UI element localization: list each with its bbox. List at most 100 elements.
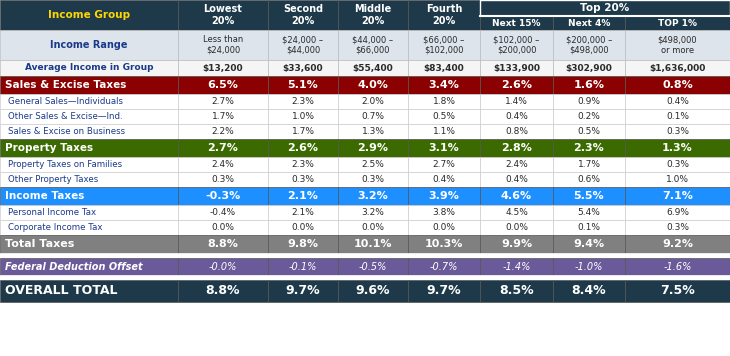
- Text: 2.9%: 2.9%: [358, 143, 388, 153]
- Text: 2.7%: 2.7%: [207, 143, 239, 153]
- Text: 5.1%: 5.1%: [288, 80, 318, 90]
- Text: $133,900: $133,900: [493, 63, 540, 73]
- Bar: [553, 139, 625, 157]
- Bar: [553, 124, 625, 139]
- Bar: [178, 139, 268, 157]
- Bar: [480, 124, 553, 139]
- Text: 0.4%: 0.4%: [505, 175, 528, 184]
- Text: 0.4%: 0.4%: [433, 175, 456, 184]
- Bar: [553, 60, 625, 76]
- Text: OVERALL TOTAL: OVERALL TOTAL: [5, 284, 118, 298]
- Bar: [268, 187, 338, 205]
- Text: Total Taxes: Total Taxes: [5, 239, 74, 249]
- Bar: [408, 124, 480, 139]
- Bar: [480, 187, 553, 205]
- Text: 9.7%: 9.7%: [285, 284, 320, 298]
- Bar: [268, 109, 338, 124]
- Bar: [338, 187, 408, 205]
- Text: 0.3%: 0.3%: [666, 127, 689, 136]
- Text: 0.1%: 0.1%: [577, 223, 601, 232]
- Bar: [408, 258, 480, 275]
- Bar: [0, 76, 178, 94]
- Text: 0.3%: 0.3%: [291, 175, 315, 184]
- Text: 0.9%: 0.9%: [577, 97, 601, 106]
- Bar: [408, 94, 480, 109]
- Text: Income Group: Income Group: [48, 10, 130, 20]
- Bar: [625, 220, 730, 235]
- Bar: [178, 109, 268, 124]
- Text: 1.8%: 1.8%: [432, 97, 456, 106]
- Bar: [625, 157, 730, 172]
- Bar: [338, 280, 408, 302]
- Text: 2.3%: 2.3%: [574, 143, 604, 153]
- Bar: [408, 220, 480, 235]
- Bar: [338, 220, 408, 235]
- Text: 1.7%: 1.7%: [212, 112, 234, 121]
- Text: $33,600: $33,600: [283, 63, 323, 73]
- Bar: [553, 220, 625, 235]
- Text: 0.0%: 0.0%: [361, 223, 385, 232]
- Bar: [0, 0, 178, 30]
- Bar: [625, 30, 730, 60]
- Text: 9.8%: 9.8%: [288, 239, 318, 249]
- Text: 0.7%: 0.7%: [361, 112, 385, 121]
- Bar: [408, 187, 480, 205]
- Text: Second
20%: Second 20%: [283, 4, 323, 26]
- Text: 5.5%: 5.5%: [574, 191, 604, 201]
- Bar: [268, 60, 338, 76]
- Text: 3.1%: 3.1%: [429, 143, 459, 153]
- Bar: [268, 0, 338, 30]
- Text: 10.3%: 10.3%: [425, 239, 464, 249]
- Bar: [480, 94, 553, 109]
- Text: 2.4%: 2.4%: [505, 160, 528, 169]
- Text: 0.2%: 0.2%: [577, 112, 601, 121]
- Bar: [408, 235, 480, 253]
- Text: 0.3%: 0.3%: [666, 160, 689, 169]
- Bar: [338, 235, 408, 253]
- Bar: [408, 60, 480, 76]
- Bar: [480, 157, 553, 172]
- Text: Corporate Income Tax: Corporate Income Tax: [8, 223, 102, 232]
- Text: 8.4%: 8.4%: [572, 284, 607, 298]
- Bar: [408, 157, 480, 172]
- Text: 6.9%: 6.9%: [666, 208, 689, 217]
- Text: Less than
$24,000: Less than $24,000: [203, 35, 243, 55]
- Bar: [408, 76, 480, 94]
- Bar: [268, 94, 338, 109]
- Text: 9.7%: 9.7%: [427, 284, 461, 298]
- Bar: [408, 30, 480, 60]
- Bar: [268, 139, 338, 157]
- Bar: [480, 109, 553, 124]
- Bar: [338, 258, 408, 275]
- Bar: [480, 76, 553, 94]
- Text: 2.5%: 2.5%: [361, 160, 385, 169]
- Bar: [625, 109, 730, 124]
- Text: 3.2%: 3.2%: [358, 191, 388, 201]
- Bar: [178, 220, 268, 235]
- Bar: [0, 275, 730, 280]
- Text: 1.1%: 1.1%: [432, 127, 456, 136]
- Text: -1.4%: -1.4%: [502, 262, 531, 272]
- Text: 2.0%: 2.0%: [361, 97, 385, 106]
- Text: Property Taxes: Property Taxes: [5, 143, 93, 153]
- Bar: [625, 139, 730, 157]
- Bar: [268, 280, 338, 302]
- Text: 1.7%: 1.7%: [577, 160, 601, 169]
- Text: Federal Deduction Offset: Federal Deduction Offset: [5, 262, 142, 272]
- Bar: [408, 139, 480, 157]
- Text: -0.5%: -0.5%: [359, 262, 387, 272]
- Text: Next 4%: Next 4%: [568, 19, 610, 27]
- Bar: [553, 172, 625, 187]
- Bar: [268, 76, 338, 94]
- Text: 1.0%: 1.0%: [666, 175, 689, 184]
- Text: Top 20%: Top 20%: [580, 3, 629, 13]
- Bar: [625, 76, 730, 94]
- Bar: [625, 205, 730, 220]
- Bar: [268, 220, 338, 235]
- Text: 8.8%: 8.8%: [206, 284, 240, 298]
- Bar: [0, 139, 178, 157]
- Bar: [268, 205, 338, 220]
- Bar: [338, 157, 408, 172]
- Text: -0.4%: -0.4%: [210, 208, 236, 217]
- Bar: [178, 76, 268, 94]
